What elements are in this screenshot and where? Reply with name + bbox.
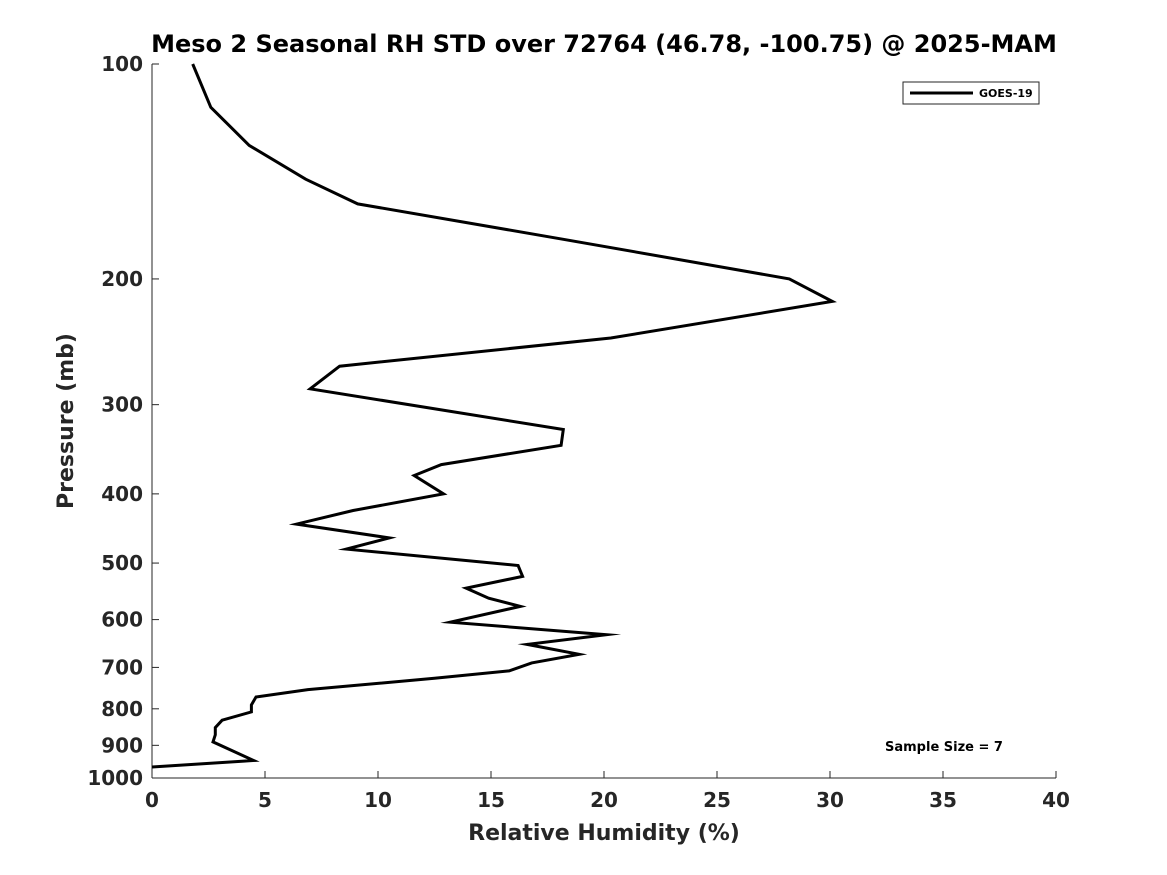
legend: GOES-19 <box>902 81 1040 105</box>
y-axis-label: Pressure (mb) <box>54 333 79 509</box>
x-axis-label: Relative Humidity (%) <box>468 821 740 846</box>
x-ticks: 0 5 10 15 20 25 30 35 40 <box>145 771 1070 812</box>
x-tick-label: 25 <box>703 788 731 812</box>
y-tick-label: 100 <box>101 52 143 76</box>
chart-title: Meso 2 Seasonal RH STD over 72764 (46.78… <box>151 30 1057 58</box>
x-tick-label: 35 <box>929 788 957 812</box>
y-tick-label: 500 <box>101 551 143 575</box>
y-ticks: 100 200 300 400 500 600 700 800 900 1000 <box>87 52 159 790</box>
x-tick-label: 5 <box>258 788 272 812</box>
y-tick-label: 600 <box>101 608 143 632</box>
y-tick-label: 400 <box>101 482 143 506</box>
x-tick-label: 30 <box>816 788 844 812</box>
plot-area <box>151 64 1056 779</box>
series-line-goes-19 <box>151 63 837 769</box>
x-tick-label: 20 <box>590 788 618 812</box>
x-tick-label: 0 <box>145 788 159 812</box>
x-tick-label: 10 <box>364 788 392 812</box>
y-tick-label: 900 <box>101 733 143 757</box>
y-tick-label: 800 <box>101 697 143 721</box>
legend-entry-goes-19: GOES-19 <box>979 87 1033 100</box>
y-tick-label: 300 <box>101 393 143 417</box>
sample-size-annotation: Sample Size = 7 <box>885 740 1003 755</box>
x-tick-label: 15 <box>477 788 505 812</box>
series-layer <box>151 63 837 769</box>
y-tick-label: 1000 <box>87 766 143 790</box>
x-tick-label: 40 <box>1042 788 1070 812</box>
y-tick-label: 700 <box>101 655 143 679</box>
y-tick-label: 200 <box>101 267 143 291</box>
